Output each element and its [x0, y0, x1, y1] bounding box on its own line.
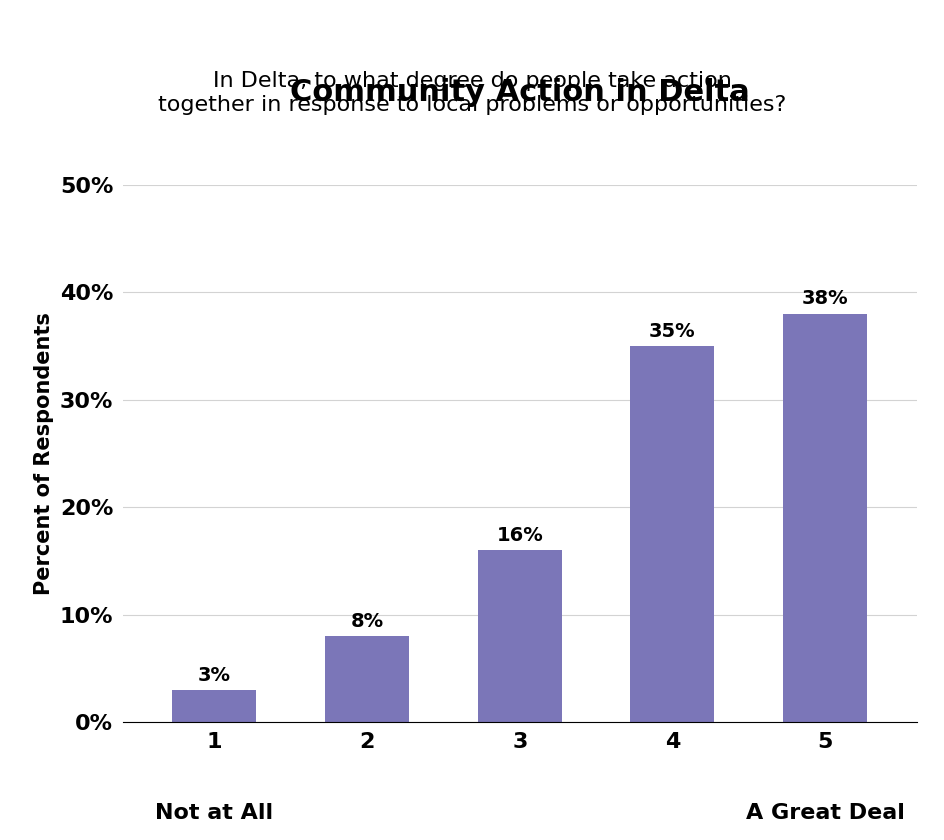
Text: 8%: 8%: [350, 612, 383, 631]
Title: Community Action in Delta: Community Action in Delta: [290, 78, 749, 108]
Text: 35%: 35%: [649, 322, 695, 341]
Bar: [630, 346, 714, 722]
Bar: [172, 690, 256, 722]
Text: In Delta, to what degree do people take action
together in response to local pro: In Delta, to what degree do people take …: [159, 71, 785, 114]
Text: 38%: 38%: [801, 290, 848, 308]
Bar: [325, 637, 409, 722]
Bar: [478, 550, 561, 722]
Text: A Great Deal: A Great Deal: [745, 803, 903, 823]
Bar: [783, 314, 867, 722]
Y-axis label: Percent of Respondents: Percent of Respondents: [34, 312, 54, 595]
Text: Not at All: Not at All: [155, 803, 273, 823]
Text: 16%: 16%: [496, 526, 543, 545]
Text: 3%: 3%: [197, 666, 230, 685]
